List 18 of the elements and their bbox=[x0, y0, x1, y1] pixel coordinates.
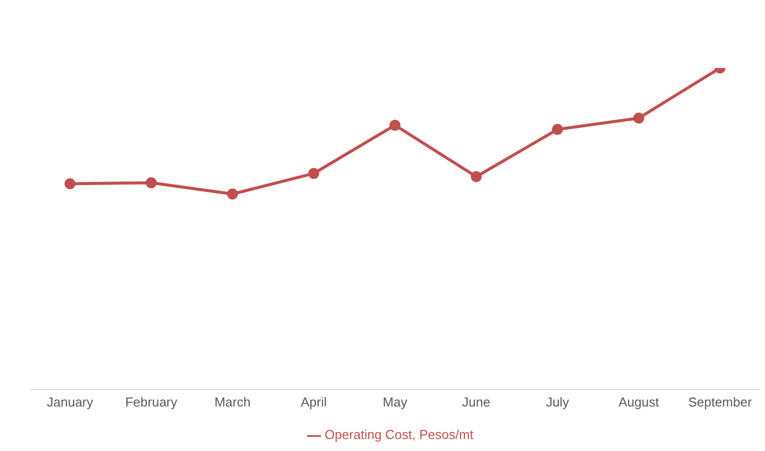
point bbox=[552, 124, 563, 135]
point bbox=[633, 112, 644, 124]
legend-label: Operating Cost, Pesos/mt bbox=[324, 427, 474, 442]
point bbox=[64, 178, 76, 190]
point bbox=[308, 168, 320, 179]
x-tick-label: May bbox=[382, 394, 408, 410]
x-tick-label: February bbox=[125, 394, 178, 410]
x-tick-label: July bbox=[546, 394, 570, 410]
x-tick-label: March bbox=[214, 394, 251, 410]
point bbox=[390, 120, 400, 131]
x-tick-label: April bbox=[300, 394, 327, 410]
x-tick-label: January bbox=[46, 394, 94, 410]
point bbox=[227, 188, 238, 200]
x-tick-label: September bbox=[688, 394, 752, 410]
point bbox=[470, 171, 482, 182]
x-tick-label: June bbox=[462, 394, 490, 410]
point bbox=[146, 177, 157, 188]
x-tick-label: August bbox=[618, 394, 660, 410]
